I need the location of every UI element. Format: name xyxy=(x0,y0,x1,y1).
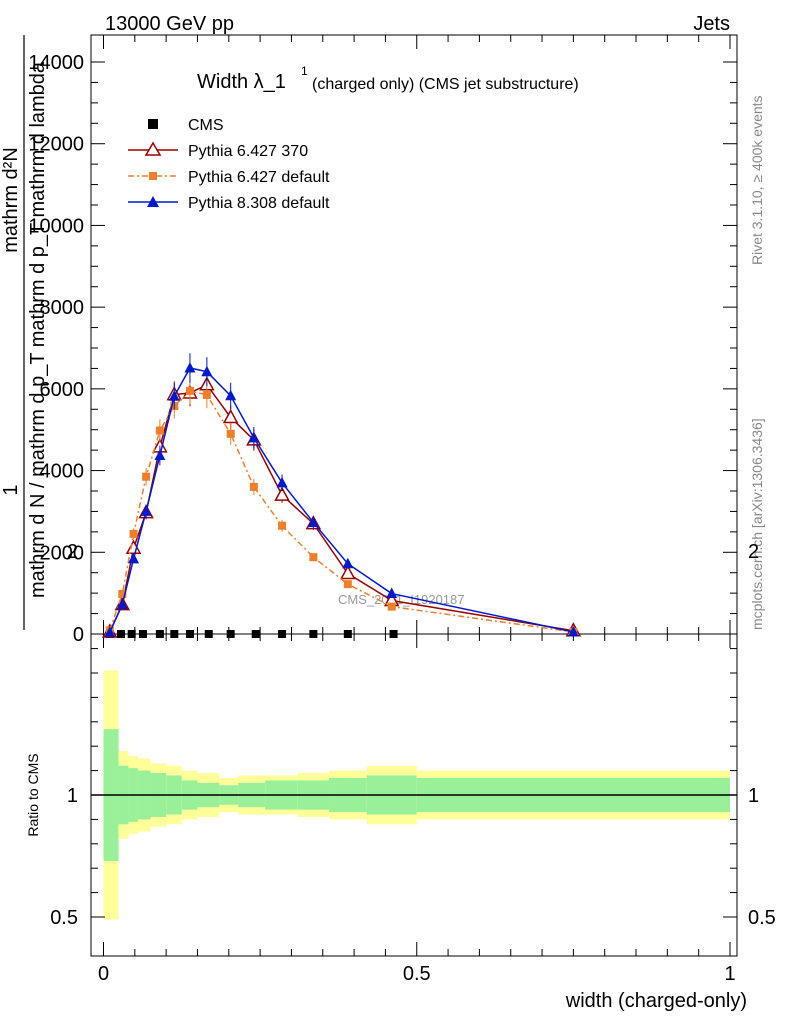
main-y-axis-title: 1 mathrm d²N mathrm d N / mathrm d p_T m… xyxy=(0,35,49,630)
pythia8-default-point xyxy=(276,476,288,488)
series-0 xyxy=(105,630,398,638)
series-layer xyxy=(102,353,582,638)
pythia6-default-point xyxy=(387,602,396,611)
cms-point xyxy=(170,630,179,638)
pythia8-default-point xyxy=(567,625,579,637)
cms-point xyxy=(343,630,352,638)
main-ylabel-numerator: mathrm d²N xyxy=(0,147,22,253)
main-ylabel-top: 1 xyxy=(0,484,22,495)
legend-label-pythia6-370: Pythia 6.427 370 xyxy=(188,143,308,160)
cms-point xyxy=(155,630,164,638)
x-axis-label: width (charged-only) xyxy=(565,990,747,1012)
ratio-ylabel: Ratio to CMS xyxy=(25,753,41,836)
pythia8-default-point xyxy=(307,516,319,527)
ratio-y-tick-label: 2 xyxy=(67,541,78,563)
ratio-y-tick-label: 1 xyxy=(67,785,78,807)
cms-point xyxy=(278,630,287,638)
pythia8-default-point xyxy=(168,390,180,401)
pythia6-370-point xyxy=(340,564,356,580)
pythia8-default-point xyxy=(184,362,196,373)
pythia6-default-point xyxy=(185,386,194,395)
cms-point xyxy=(226,630,235,638)
cms-point xyxy=(138,630,147,638)
pythia6-default-point xyxy=(202,390,211,399)
legend: CMS Pythia 6.427 370 Pythia 6.427 defaul… xyxy=(128,117,330,212)
ratio-y-tick-label-right: 2 xyxy=(748,541,759,563)
main-y-tick-label: 14000 xyxy=(28,52,84,74)
pythia8-default-point xyxy=(154,449,166,460)
pythia6-default-point xyxy=(278,521,287,530)
legend-marker-pythia6-370 xyxy=(144,141,162,156)
plot-title: Width λ_1 1 (charged only) (CMS jet subs… xyxy=(197,64,579,93)
series-3 xyxy=(104,353,579,637)
main-y-tick-label: 12000 xyxy=(28,134,84,156)
rivet-label: Rivet 3.1.10, ≥ 400k events xyxy=(749,95,765,265)
analysis-label: CMS_2021_I1920187 xyxy=(338,592,465,607)
title-subtitle: (charged only) (CMS jet substructure) xyxy=(312,76,579,93)
main-y-tick-label: 0 xyxy=(73,624,84,646)
main-y-tick-label: 6000 xyxy=(40,379,85,401)
main-ylabel-denominator: mathrm d N / mathrm d p_T mathrm d p_T m… xyxy=(27,61,49,598)
pythia8-default-point xyxy=(128,552,140,564)
axes: 0 2000 4000 6000 8000 10000 12000 14000 0 0.5 1 0.5… xyxy=(28,35,776,985)
legend-marker-cms xyxy=(148,119,158,129)
ratio-y-tick-label: 0.5 xyxy=(50,907,78,929)
main-y-tick-label: 8000 xyxy=(40,297,85,319)
main-y-tick-label: 2000 xyxy=(40,542,85,564)
pythia6-default-point xyxy=(129,529,138,538)
legend-label-pythia6-default: Pythia 6.427 default xyxy=(188,169,330,186)
pythia6-default-point xyxy=(309,553,318,562)
x-tick-label: 1 xyxy=(724,963,735,985)
ratio-y-tick-label-right: 1 xyxy=(748,785,759,807)
pythia8-default-point xyxy=(342,557,354,569)
category-label: Jets xyxy=(693,13,730,35)
pythia6-370-point xyxy=(274,486,290,501)
pythia6-default-point xyxy=(155,426,164,435)
cms-point xyxy=(127,630,136,638)
pythia8-default-point xyxy=(248,431,260,443)
pythia8-default-point xyxy=(386,587,398,599)
pythia8-default-point xyxy=(225,389,237,401)
mcplots-label: mcplots.cern.ch [arXiv:1306.3436] xyxy=(749,418,765,630)
pythia6-default-point xyxy=(249,482,258,491)
pythia8-default-point xyxy=(201,365,213,377)
title-superscript: 1 xyxy=(301,64,308,78)
cms-point xyxy=(251,630,260,638)
pythia6-default-point xyxy=(118,589,127,598)
main-y-tick-label: 4000 xyxy=(40,461,85,483)
pythia6-default-point xyxy=(343,580,352,589)
pythia8-default-point xyxy=(140,505,152,516)
legend-label-pythia8-default: Pythia 8.308 default xyxy=(188,195,330,212)
energy-label: 13000 GeV pp xyxy=(105,13,234,35)
pythia6-default-point xyxy=(142,472,151,481)
cms-point xyxy=(185,630,194,638)
legend-label-cms: CMS xyxy=(188,117,224,134)
legend-marker-pythia8-default xyxy=(147,196,159,207)
main-y-tick-label: 10000 xyxy=(28,215,84,237)
pythia6-default-point xyxy=(226,429,235,438)
pythia8-default-point xyxy=(104,626,116,637)
cms-point xyxy=(204,630,213,638)
title-main: Width λ_1 xyxy=(197,71,286,93)
x-tick-label: 0 xyxy=(98,963,109,985)
pythia6-370-point xyxy=(222,408,239,424)
cms-point xyxy=(309,630,318,638)
ratio-y-tick-label-right: 0.5 xyxy=(748,907,776,929)
cms-point xyxy=(117,630,126,638)
pythia8-default-point xyxy=(116,598,128,610)
x-tick-label: 0.5 xyxy=(403,963,431,985)
cms-point xyxy=(389,630,398,638)
legend-marker-pythia6-default xyxy=(149,172,157,180)
